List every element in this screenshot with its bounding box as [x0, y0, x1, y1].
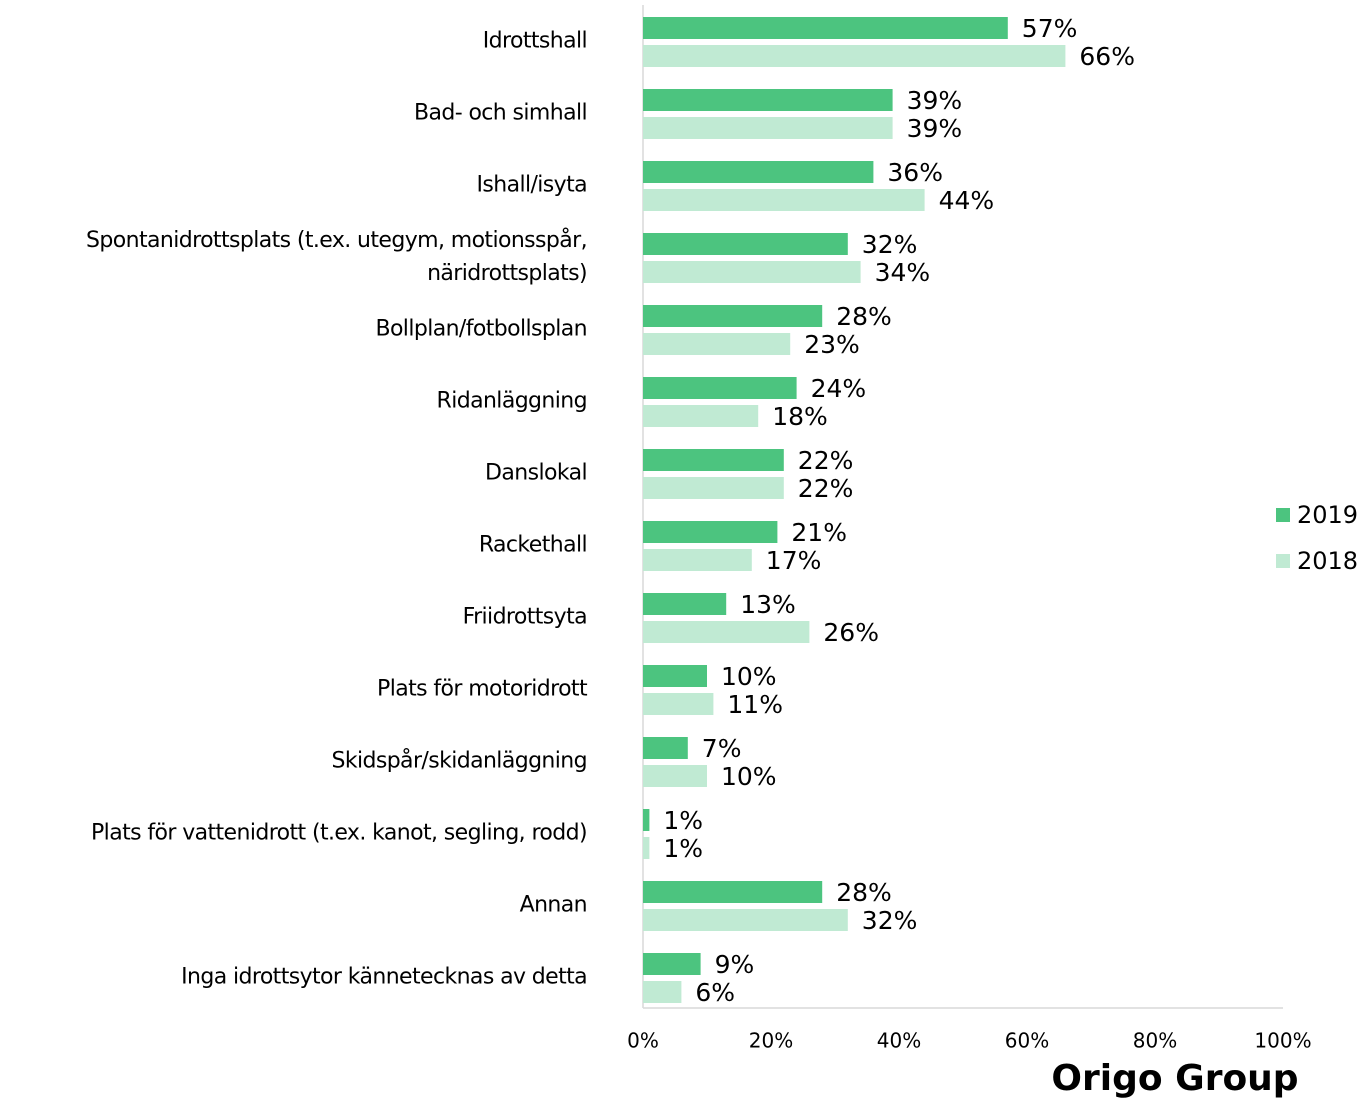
- value-label: 10%: [721, 762, 777, 791]
- bar: [643, 881, 823, 903]
- category-label: Friidrottsyta: [462, 604, 588, 630]
- legend-swatch: [1276, 508, 1290, 522]
- category-label: Spontanidrottsplats (t.ex. utegym, motio…: [86, 228, 588, 286]
- value-label: 23%: [804, 330, 860, 359]
- bar: [643, 117, 893, 139]
- value-label: 32%: [862, 906, 918, 935]
- x-tick-label: 80%: [1133, 1029, 1177, 1053]
- value-label: 22%: [798, 446, 854, 475]
- bar: [643, 449, 784, 471]
- bar: [643, 593, 727, 615]
- category-label: Plats för motoridrott: [377, 676, 588, 702]
- category-label: Ridanläggning: [436, 388, 588, 414]
- category-label: Ishall/isyta: [476, 172, 587, 198]
- bar: [643, 261, 861, 283]
- category-label: Danslokal: [485, 460, 588, 486]
- bar: [643, 737, 688, 759]
- bar: [643, 837, 650, 859]
- bar: [643, 233, 848, 255]
- value-label: 44%: [939, 186, 995, 215]
- bar: [643, 405, 759, 427]
- value-label: 66%: [1079, 42, 1135, 71]
- value-label: 36%: [887, 158, 943, 187]
- value-label: 26%: [823, 618, 879, 647]
- bar: [643, 549, 752, 571]
- bar: [643, 161, 874, 183]
- bar: [643, 809, 650, 831]
- bar: [643, 953, 701, 975]
- category-label: Idrottshall: [482, 28, 588, 54]
- x-tick-label: 40%: [877, 1029, 921, 1053]
- x-tick-label: 60%: [1005, 1029, 1049, 1053]
- legend-swatch: [1276, 554, 1290, 568]
- value-label: 11%: [727, 690, 783, 719]
- bar: [643, 909, 848, 931]
- value-label: 17%: [766, 546, 822, 575]
- bar: [643, 377, 797, 399]
- logo: Origo Group: [1051, 1058, 1298, 1099]
- category-label: Annan: [519, 892, 588, 918]
- bar: [643, 765, 707, 787]
- bar: [643, 305, 823, 327]
- legend-label: 2019: [1297, 501, 1358, 529]
- bar: [643, 45, 1066, 67]
- category-label: Bad- och simhall: [413, 100, 588, 126]
- bar: [643, 521, 778, 543]
- legend-label: 2018: [1297, 547, 1358, 575]
- bar: [643, 189, 925, 211]
- category-label: Bollplan/fotbollsplan: [375, 316, 587, 342]
- value-label: 7%: [702, 734, 742, 763]
- value-label: 32%: [862, 230, 918, 259]
- bar: [643, 665, 707, 687]
- value-label: 18%: [772, 402, 828, 431]
- value-label: 24%: [811, 374, 867, 403]
- value-label: 22%: [798, 474, 854, 503]
- value-label: 1%: [663, 834, 703, 863]
- bar: [643, 621, 810, 643]
- x-tick-label: 100%: [1254, 1029, 1311, 1053]
- x-tick-label: 0%: [627, 1029, 659, 1053]
- value-label: 21%: [791, 518, 847, 547]
- bar: [643, 477, 784, 499]
- value-label: 6%: [695, 978, 735, 1007]
- value-label: 1%: [663, 806, 703, 835]
- category-label: Skidspår/skidanläggning: [331, 748, 587, 774]
- value-label: 39%: [907, 114, 963, 143]
- value-label: 28%: [836, 302, 892, 331]
- value-label: 10%: [721, 662, 777, 691]
- category-label: Plats för vattenidrott (t.ex. kanot, seg…: [91, 820, 588, 846]
- bar: [643, 89, 893, 111]
- bar: [643, 17, 1008, 39]
- category-label: Inga idrottsytor kännetecknas av detta: [181, 964, 587, 990]
- bar: [643, 333, 791, 355]
- bar: [643, 981, 682, 1003]
- value-label: 9%: [715, 950, 755, 979]
- bar: [643, 693, 714, 715]
- x-tick-label: 20%: [749, 1029, 793, 1053]
- value-label: 13%: [740, 590, 796, 619]
- value-label: 39%: [907, 86, 963, 115]
- category-label: Rackethall: [478, 532, 588, 558]
- value-label: 57%: [1022, 14, 1078, 43]
- value-label: 34%: [875, 258, 931, 287]
- value-label: 28%: [836, 878, 892, 907]
